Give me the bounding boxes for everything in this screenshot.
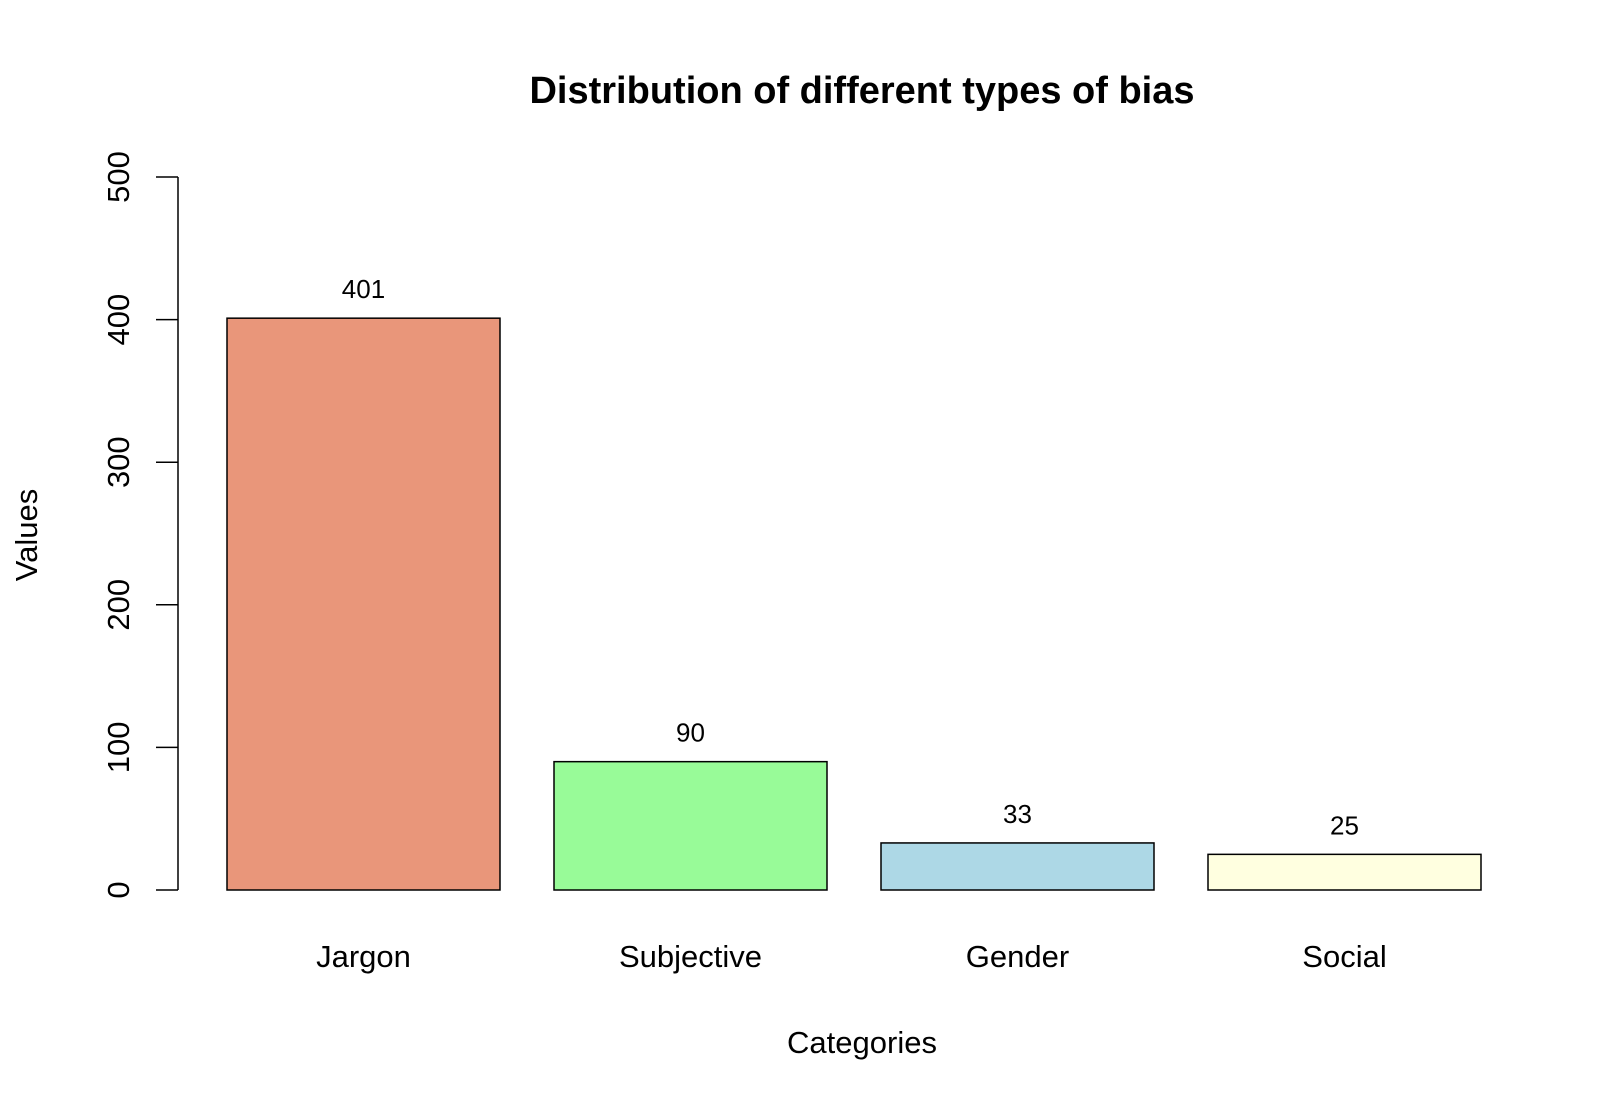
category-label: Gender: [966, 939, 1069, 974]
y-tick-label: 400: [101, 294, 136, 346]
y-tick-label: 500: [101, 151, 136, 203]
y-axis-ticks: 0 100 200 300 400 500: [101, 151, 178, 899]
value-label: 25: [1330, 810, 1359, 840]
value-labels: 401 90 33 25: [342, 274, 1359, 840]
category-labels: Jargon Subjective Gender Social: [316, 939, 1387, 974]
bar-gender: [880, 842, 1155, 891]
category-label: Subjective: [619, 939, 762, 974]
y-tick-label: 0: [101, 881, 136, 898]
category-label: Social: [1302, 939, 1386, 974]
value-label: 90: [676, 718, 705, 748]
y-axis-label: Values: [9, 489, 44, 582]
y-tick-label: 200: [101, 579, 136, 631]
bar-social: [1207, 853, 1482, 891]
bars: [226, 317, 1482, 891]
y-tick-label: 300: [101, 436, 136, 488]
value-label: 33: [1003, 799, 1032, 829]
bar-jargon: [226, 317, 501, 891]
x-axis-label: Categories: [787, 1025, 937, 1060]
chart-title: Distribution of different types of bias: [529, 70, 1194, 112]
category-label: Jargon: [316, 939, 411, 974]
value-label: 401: [342, 274, 385, 304]
y-tick-label: 100: [101, 722, 136, 774]
bar-subjective: [553, 760, 828, 891]
